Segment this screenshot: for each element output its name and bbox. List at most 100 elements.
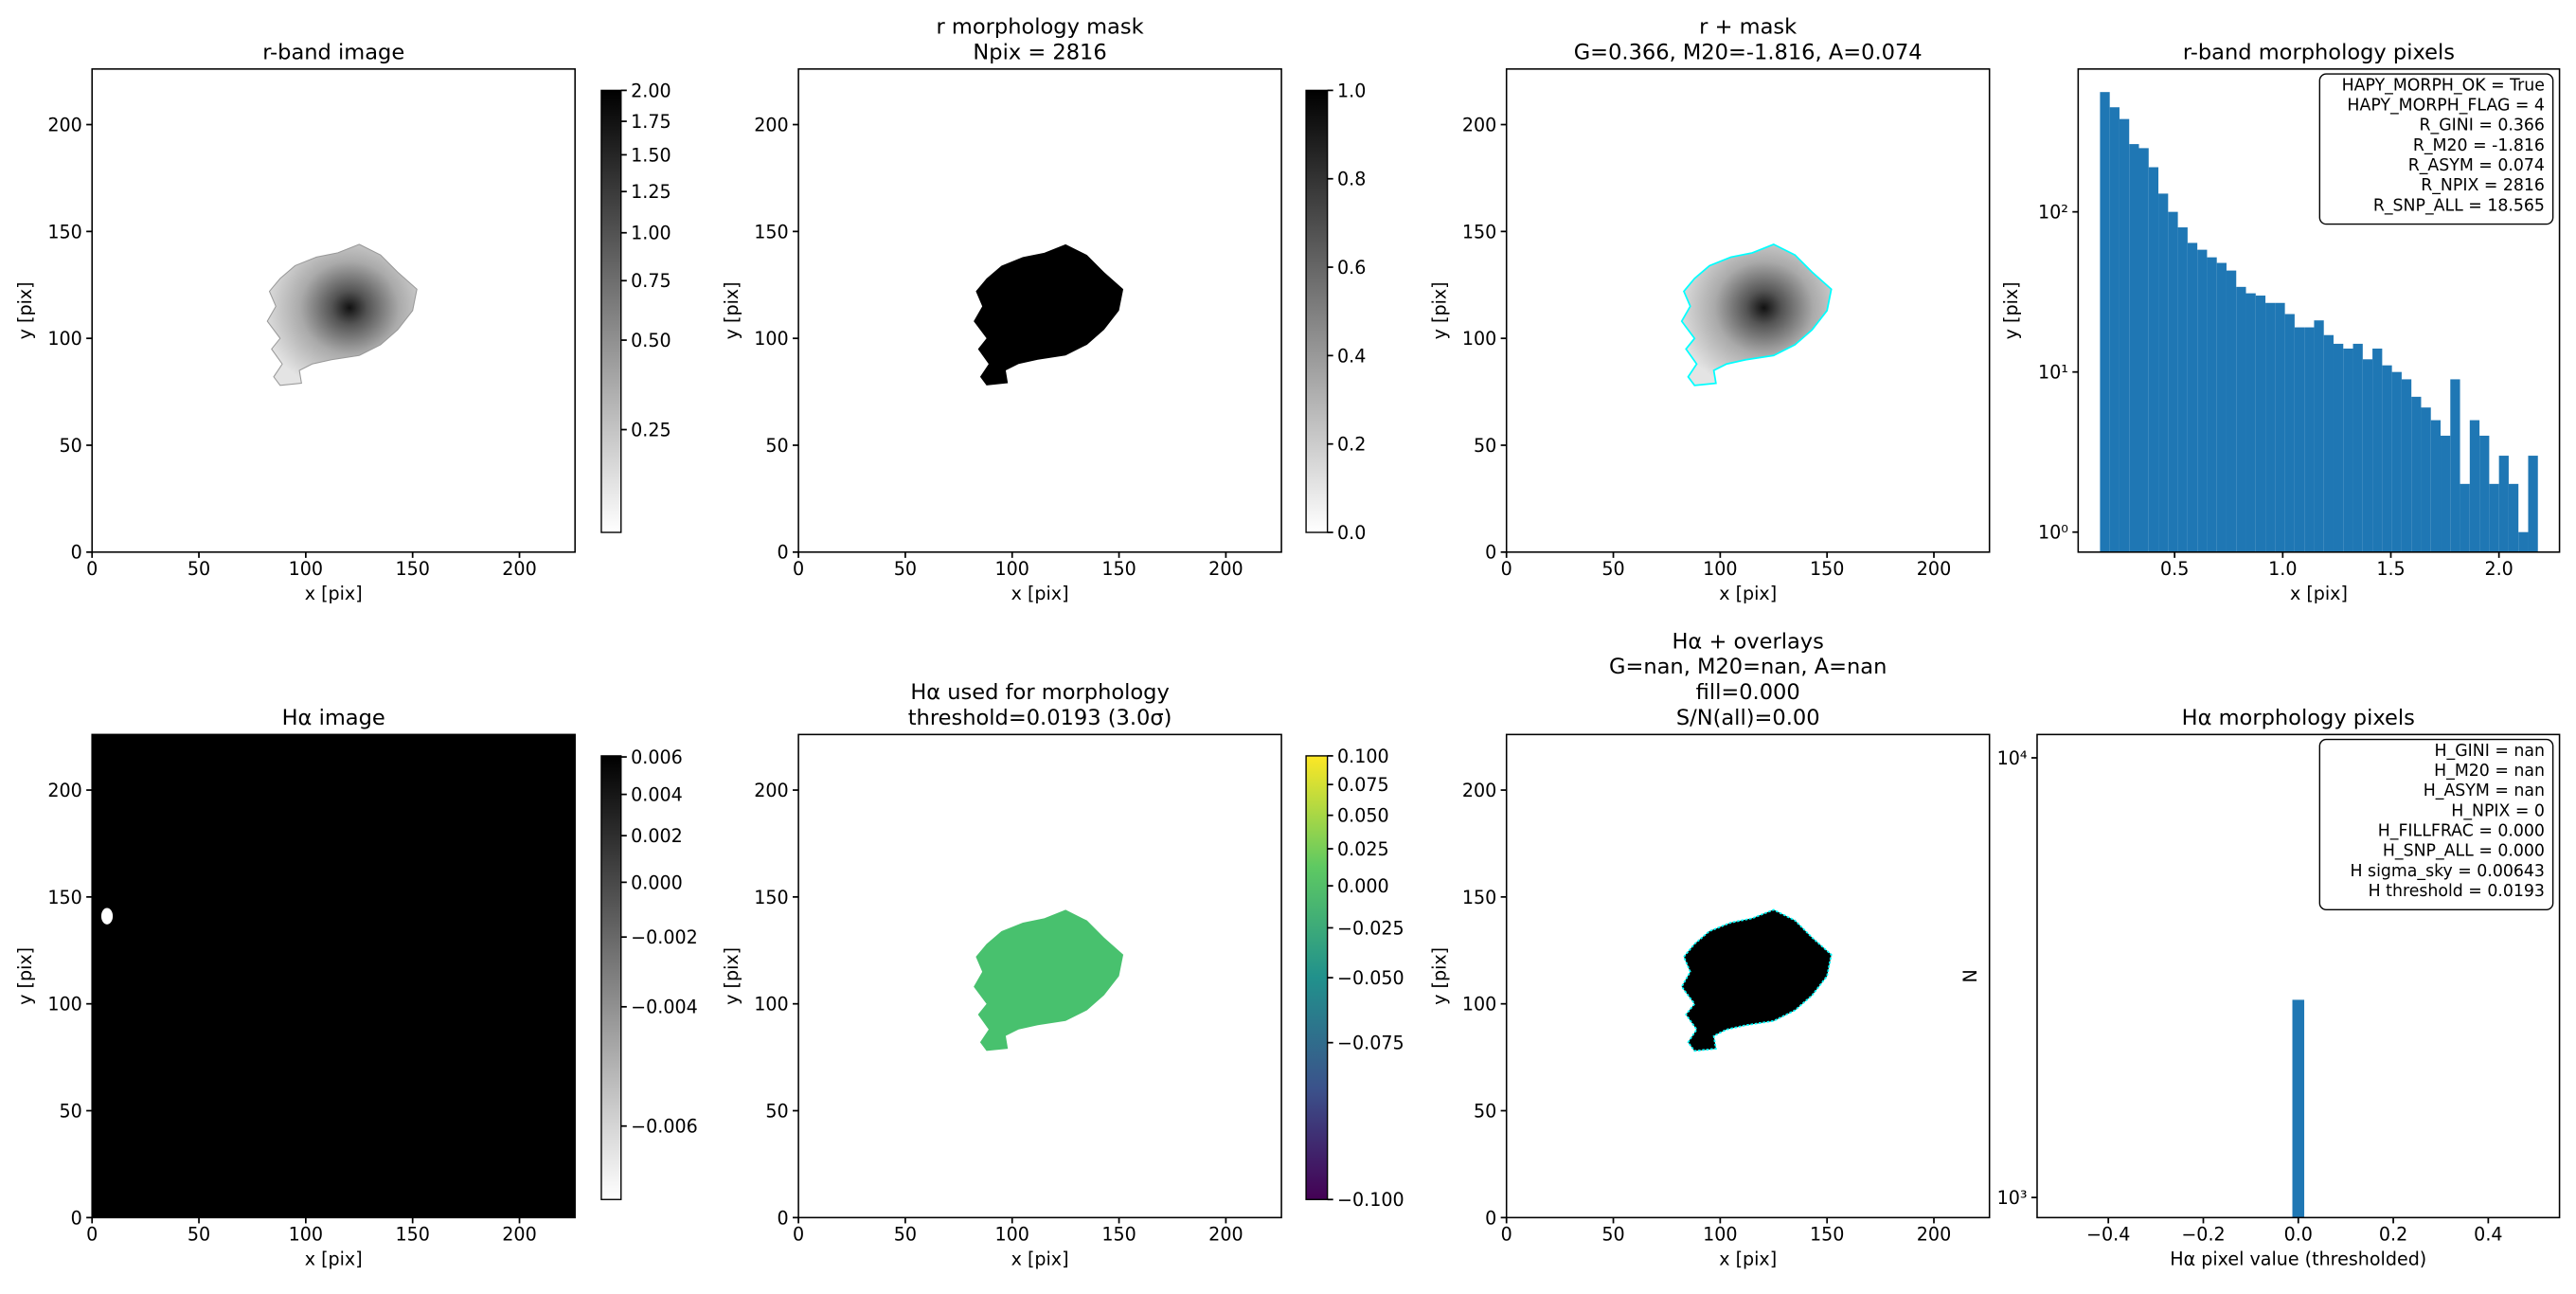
y-tick-label: 10³ (1997, 1188, 2028, 1209)
y-axis-label: y [pix] (722, 947, 742, 1005)
x-tick-label: 100 (1703, 559, 1737, 580)
colorbar-tick-label: 1.50 (631, 145, 671, 166)
colorbar-tick-label: 0.050 (1337, 806, 1389, 827)
axes-frame (797, 733, 1282, 1219)
chart-title: S/N(all)=0.00 (1676, 706, 1820, 730)
y-tick-label: 150 (754, 222, 788, 243)
colorbar-tick-label: 0.025 (1337, 839, 1389, 860)
y-tick-label: 50 (1474, 1101, 1496, 1122)
bar (2187, 243, 2198, 552)
bar (2382, 365, 2392, 552)
bar (2489, 483, 2499, 552)
bar (2323, 334, 2334, 552)
bar (2119, 118, 2130, 552)
axes-frame (1505, 733, 1991, 1219)
y-tick-label: 100 (1462, 329, 1496, 350)
bar (2391, 371, 2402, 552)
y-tick-label: 50 (60, 436, 82, 457)
x-tick-label: 100 (995, 559, 1029, 580)
x-axis-label: x [pix] (1719, 1249, 1777, 1270)
x-tick-label: 200 (1917, 559, 1951, 580)
y-tick-label: 200 (47, 115, 81, 135)
bars (2292, 999, 2305, 1218)
colorbar-tick-label: 0.8 (1337, 170, 1366, 190)
annotation-box (2318, 738, 2554, 910)
panel: 0 50 100 150 200 0 50 100 150 200 x [pix] y [pix] r … (722, 15, 1366, 605)
colorbar-tick-label: 0.2 (1337, 435, 1366, 456)
x-tick-label: 0.2 (2379, 1225, 2407, 1246)
colorbar-tick-label: −0.004 (631, 997, 698, 1018)
y-tick-label: 100 (47, 995, 81, 1015)
x-tick-label: 200 (1208, 559, 1243, 580)
x-tick-label: 100 (289, 559, 323, 580)
noise (1681, 909, 1832, 1051)
bar (2207, 257, 2217, 552)
masked-image (1681, 909, 1832, 1051)
bar (2343, 348, 2353, 552)
x-tick-label: 50 (894, 1225, 917, 1246)
y-axis-label: y [pix] (722, 281, 742, 339)
x-tick-label: 0 (86, 559, 98, 580)
bar (2333, 343, 2344, 552)
colorbar-tick-label: 0.4 (1337, 346, 1366, 367)
annotation-text: HAPY_MORPH_FLAG = 4 (2347, 97, 2545, 116)
colorbar-tick-label: 0.000 (1337, 876, 1389, 897)
colorbar-tick-label: −0.100 (1337, 1190, 1404, 1211)
x-tick-label: 0.4 (2474, 1225, 2502, 1246)
x-tick-label: 150 (1101, 1225, 1136, 1246)
colorbar-tick-label: 0.002 (631, 826, 683, 847)
x-tick-label: 150 (395, 1225, 429, 1246)
bar (2518, 531, 2529, 552)
colorbar-tick-label: −0.006 (631, 1117, 698, 1138)
x-tick-label: 0 (793, 559, 804, 580)
x-tick-label: 150 (1810, 559, 1844, 580)
mask (974, 243, 1124, 386)
x-tick-label: 0.0 (2284, 1225, 2313, 1246)
chart-title: threshold=0.0193 (3.0σ) (908, 706, 1172, 730)
annotation-text: H_ASYM = nan (2424, 782, 2545, 800)
colorbar-tick-label: −0.002 (631, 927, 698, 948)
bar (2450, 379, 2460, 552)
axes-frame (1505, 68, 1991, 553)
y-tick-label: 150 (47, 888, 81, 908)
bar (2168, 211, 2178, 552)
y-tick-label: 0 (71, 1208, 82, 1229)
x-tick-label: 50 (1601, 1225, 1624, 1246)
annotation-text: H_SNP_ALL = 0.000 (2383, 842, 2545, 861)
annotation-text: R_GINI = 0.366 (2420, 117, 2545, 135)
panel: 0 50 100 150 200 0 50 100 150 200 x [pix] y [pix] Hα… (15, 706, 698, 1270)
bar (2236, 286, 2246, 552)
x-tick-label: 200 (1917, 1225, 1951, 1246)
x-tick-label: 2.0 (2484, 559, 2513, 580)
colorbar-tick-label: 1.25 (631, 182, 671, 203)
x-tick-label: 50 (894, 559, 917, 580)
colorbar-tick-label: 0.0 (1337, 523, 1366, 544)
y-axis-label: y [pix] (15, 281, 36, 339)
x-axis-label: Hα pixel value (thresholded) (2170, 1249, 2426, 1270)
colorbar-tick-label: 0.75 (631, 271, 671, 292)
y-tick-label: 200 (754, 115, 788, 135)
x-tick-label: 0 (793, 1225, 804, 1246)
bar (2314, 320, 2324, 552)
y-tick-label: 50 (765, 436, 788, 457)
bar (2216, 262, 2227, 552)
y-tick-label: 0 (778, 1208, 789, 1229)
bar (2411, 396, 2422, 552)
x-tick-label: 150 (1810, 1225, 1844, 1246)
x-tick-label: −0.4 (2086, 1225, 2130, 1246)
annotation-text: H threshold = 0.0193 (2369, 882, 2545, 901)
chart-title: r morphology mask (936, 15, 1143, 40)
chart-title: fill=0.000 (1696, 680, 1800, 705)
bar (2469, 420, 2480, 552)
bar (2372, 348, 2383, 552)
y-tick-label: 50 (1474, 436, 1496, 457)
bar (2401, 379, 2412, 552)
x-axis-label: x [pix] (2290, 584, 2348, 604)
bar (2441, 435, 2451, 552)
x-tick-label: 200 (1208, 1225, 1243, 1246)
panel: 0 50 100 150 200 0 50 100 150 200 x [pix] y [pix] Hα… (1430, 629, 1991, 1270)
colorbar-tick-label: 0.075 (1337, 775, 1389, 796)
x-tick-label: 1.0 (2268, 559, 2297, 580)
panel: 0 50 100 150 200 0 50 100 150 200 x [pix] y [pix] r … (1430, 15, 1991, 604)
